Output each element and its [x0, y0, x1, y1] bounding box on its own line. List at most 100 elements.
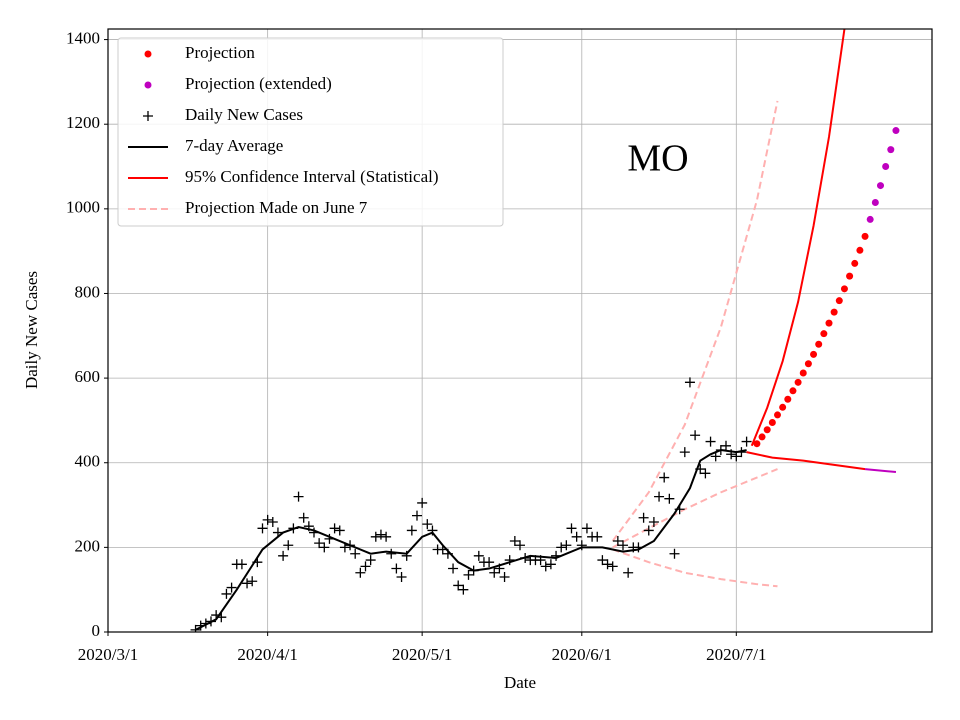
- case-marker: [262, 514, 273, 525]
- x-axis-label: Date: [504, 673, 536, 692]
- y-axis-label: Daily New Cases: [22, 271, 41, 389]
- case-marker: [417, 497, 428, 508]
- case-marker: [556, 542, 567, 553]
- case-marker: [257, 523, 268, 534]
- x-tick-label: 2020/3/1: [78, 645, 138, 664]
- case-marker: [643, 525, 654, 536]
- case-marker: [437, 544, 448, 555]
- case-marker: [406, 525, 417, 536]
- projection-line: [612, 468, 778, 549]
- case-marker: [489, 567, 500, 578]
- case-marker: [401, 550, 412, 561]
- case-marker: [597, 555, 608, 566]
- projection-dot: [763, 426, 771, 434]
- case-marker: [386, 548, 397, 559]
- case-marker: [705, 436, 716, 447]
- case-marker: [375, 529, 386, 540]
- case-marker: [484, 557, 495, 568]
- legend-label: 95% Confidence Interval (Statistical): [185, 167, 439, 186]
- projection-dot: [851, 259, 859, 267]
- projection-dot: [774, 411, 781, 419]
- case-marker: [726, 449, 737, 460]
- projection-dot: [789, 387, 797, 395]
- case-marker: [195, 620, 206, 631]
- case-marker: [226, 582, 237, 593]
- case-marker: [293, 491, 304, 502]
- case-marker: [741, 436, 752, 447]
- projection-dot: [856, 246, 864, 254]
- case-marker: [396, 571, 407, 582]
- x-tick-label: 2020/6/1: [552, 645, 612, 664]
- case-marker: [427, 525, 438, 536]
- projection-dot: [877, 182, 884, 190]
- case-marker: [664, 493, 675, 504]
- case-marker: [473, 550, 484, 561]
- projection-dot: [866, 215, 874, 223]
- projection-dot: [830, 308, 838, 316]
- lower-bound-line: [612, 548, 778, 588]
- case-marker: [504, 555, 515, 566]
- case-marker: [242, 578, 253, 589]
- legend-label: 7-day Average: [185, 136, 283, 155]
- case-marker: [695, 464, 706, 475]
- case-marker: [211, 610, 222, 621]
- case-marker: [267, 516, 278, 527]
- legend-box: [117, 37, 504, 227]
- projection-dot: [810, 350, 818, 358]
- case-marker: [298, 512, 309, 523]
- projection-dot: [871, 198, 879, 206]
- case-marker: [381, 531, 392, 542]
- y-tick-label: 1200: [66, 113, 100, 132]
- case-marker: [581, 523, 592, 534]
- x-tick-label: 2020/5/1: [392, 645, 452, 664]
- plot-frame: [107, 28, 933, 633]
- case-marker: [370, 531, 381, 542]
- x-tick-label: 2020/7/1: [706, 645, 766, 664]
- case-marker: [247, 576, 258, 587]
- case-marker: [252, 557, 263, 568]
- y-tick-label: 1400: [66, 28, 100, 47]
- case-marker: [715, 445, 726, 456]
- projection-dot: [804, 360, 812, 368]
- case-marker: [700, 468, 711, 479]
- projection-dot: [784, 395, 792, 403]
- annotation: MO: [627, 138, 688, 180]
- case-marker: [283, 540, 294, 551]
- case-marker: [391, 563, 402, 574]
- case-marker: [515, 540, 525, 551]
- case-marker: [654, 491, 665, 502]
- legend-label: Projection (extended): [185, 74, 332, 93]
- case-marker: [736, 447, 747, 458]
- case-marker: [721, 440, 731, 451]
- case-marker: [731, 451, 742, 462]
- case-marker: [350, 548, 361, 559]
- case-marker: [690, 430, 701, 441]
- projection-dot: [861, 232, 869, 240]
- projection-dot: [820, 330, 828, 338]
- projection-dot: [815, 340, 823, 348]
- case-marker: [272, 527, 283, 538]
- case-marker: [360, 561, 371, 572]
- projection-dot: [840, 285, 848, 293]
- case-marker: [545, 559, 556, 570]
- y-tick-label: 800: [75, 282, 101, 301]
- case-marker: [576, 540, 587, 551]
- case-marker: [648, 516, 659, 527]
- case-marker: [520, 552, 531, 563]
- legend-marker: [144, 50, 152, 58]
- case-marker: [453, 580, 464, 591]
- case-marker: [468, 565, 479, 576]
- case-marker: [216, 612, 227, 623]
- series-line: [864, 468, 897, 474]
- y-tick-label: 0: [92, 621, 101, 640]
- lower-bound-line: [746, 451, 866, 471]
- case-marker: [319, 542, 330, 553]
- case-marker: [494, 563, 505, 574]
- case-marker: [309, 527, 319, 538]
- case-marker: [288, 523, 299, 534]
- projection-dot: [825, 319, 833, 327]
- y-tick-label: 400: [75, 452, 101, 471]
- case-marker: [602, 559, 613, 570]
- case-marker: [499, 571, 510, 582]
